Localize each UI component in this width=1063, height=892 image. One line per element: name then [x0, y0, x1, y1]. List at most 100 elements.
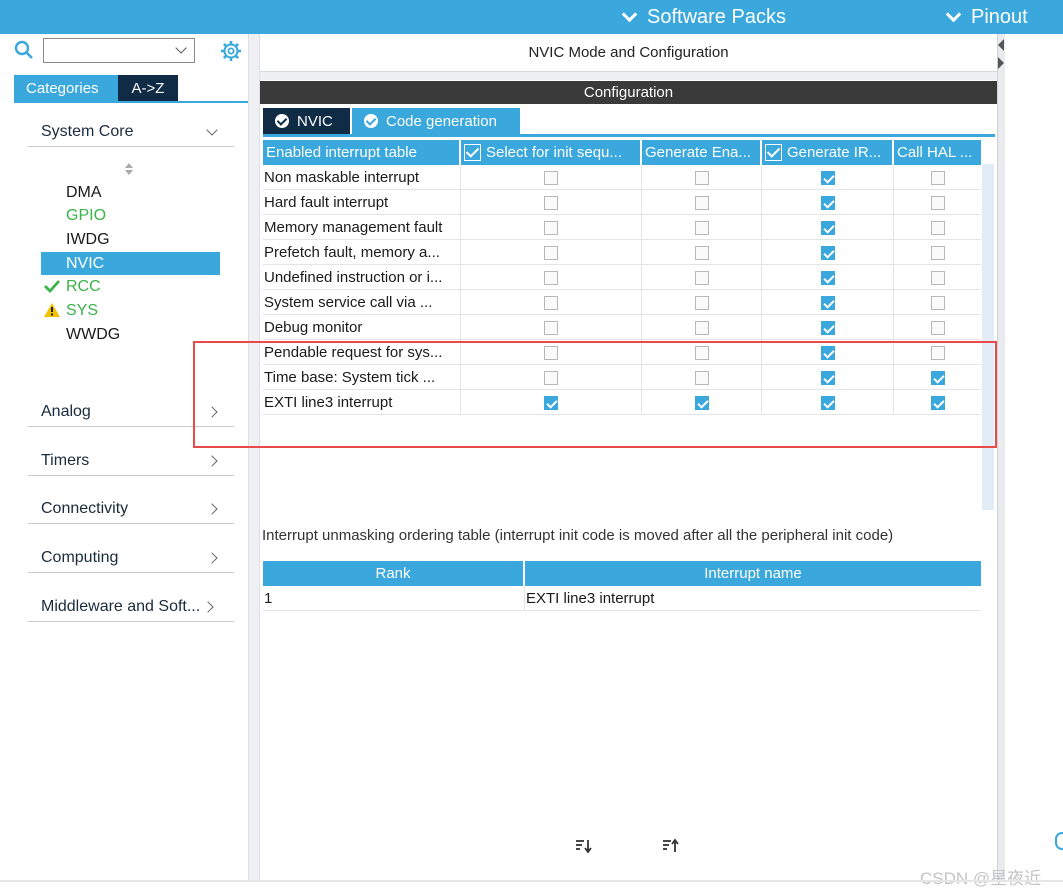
- checkbox-cell: [762, 215, 894, 240]
- select-init-sequence-checkbox[interactable]: [544, 320, 558, 335]
- select-init-sequence-checkbox[interactable]: [544, 270, 558, 285]
- call-hal-checkbox[interactable]: [930, 395, 945, 410]
- select-init-sequence-checkbox[interactable]: [544, 295, 558, 310]
- table-row[interactable]: 1 EXTI line3 interrupt: [263, 586, 981, 611]
- tab-categories[interactable]: Categories: [14, 75, 118, 101]
- table-row[interactable]: Debug monitor: [263, 315, 981, 340]
- generate-irq-checkbox[interactable]: [820, 170, 835, 185]
- generate-irq-checkbox[interactable]: [820, 320, 835, 335]
- category-middleware[interactable]: Middleware and Soft...: [28, 592, 234, 622]
- call-hal-checkbox[interactable]: [930, 295, 945, 310]
- call-hal-checkbox[interactable]: [930, 195, 945, 210]
- category-timers[interactable]: Timers: [28, 446, 234, 476]
- search-icon[interactable]: [14, 40, 34, 60]
- generate-irq-checkbox[interactable]: [820, 245, 835, 260]
- generate-enable-checkbox[interactable]: [694, 295, 709, 310]
- sort-ascending-icon[interactable]: [662, 838, 680, 854]
- select-init-sequence-checkbox[interactable]: [544, 370, 558, 385]
- generate-enable-checkbox[interactable]: [694, 220, 709, 235]
- generate-enable-checkbox[interactable]: [694, 195, 709, 210]
- generate-enable-checkbox[interactable]: [694, 345, 709, 360]
- column-header-select-init-sequence[interactable]: Select for init sequ...: [461, 140, 642, 165]
- call-hal-checkbox[interactable]: [930, 320, 945, 335]
- expand-arrow-icon[interactable]: [997, 56, 1005, 70]
- generate-enable-checkbox[interactable]: [694, 245, 709, 260]
- column-header-interrupt-name[interactable]: Interrupt name: [525, 561, 981, 586]
- pinout-label: Pinout: [971, 5, 1028, 28]
- table-row[interactable]: Prefetch fault, memory a...: [263, 240, 981, 265]
- select-init-sequence-checkbox[interactable]: [544, 345, 558, 360]
- title-divider: [260, 72, 997, 80]
- tab-code-generation[interactable]: Code generation: [352, 108, 520, 134]
- search-combo-box[interactable]: [43, 38, 195, 63]
- column-header-rank[interactable]: Rank: [263, 561, 525, 586]
- generate-enable-checkbox[interactable]: [694, 270, 709, 285]
- select-init-sequence-checkbox[interactable]: [544, 195, 558, 210]
- panel-splitter[interactable]: [248, 34, 260, 880]
- select-all-checkbox[interactable]: [765, 144, 782, 161]
- column-header-generate-irq[interactable]: Generate IR...: [762, 140, 894, 165]
- call-hal-checkbox[interactable]: [930, 245, 945, 260]
- peripheral-iwdg[interactable]: IWDG: [41, 228, 220, 251]
- select-init-sequence-checkbox[interactable]: [544, 245, 558, 260]
- call-hal-checkbox[interactable]: [930, 345, 945, 360]
- sort-descending-icon[interactable]: [575, 838, 593, 854]
- gear-icon[interactable]: [220, 40, 242, 62]
- generate-irq-checkbox[interactable]: [820, 370, 835, 385]
- generate-irq-checkbox[interactable]: [820, 395, 835, 410]
- chevron-down-icon[interactable]: [175, 42, 187, 54]
- table-row[interactable]: Pendable request for sys...: [263, 340, 981, 365]
- category-system-core[interactable]: System Core: [28, 117, 234, 147]
- peripheral-rcc[interactable]: RCC: [41, 275, 220, 298]
- call-hal-checkbox[interactable]: [930, 220, 945, 235]
- generate-enable-checkbox[interactable]: [694, 370, 709, 385]
- table-row[interactable]: EXTI line3 interrupt: [263, 390, 981, 415]
- peripheral-dma[interactable]: DMA: [41, 181, 220, 204]
- select-all-checkbox[interactable]: [464, 144, 481, 161]
- call-hal-checkbox[interactable]: [930, 170, 945, 185]
- category-analog[interactable]: Analog: [28, 397, 234, 427]
- select-init-sequence-checkbox[interactable]: [544, 220, 558, 235]
- search-input[interactable]: [44, 39, 164, 62]
- table-scrollbar[interactable]: [982, 164, 994, 510]
- peripheral-nvic[interactable]: NVIC: [41, 252, 220, 275]
- peripheral-label: GPIO: [66, 206, 107, 224]
- peripheral-wwdg[interactable]: WWDG: [41, 323, 220, 346]
- tab-a-z[interactable]: A->Z: [118, 75, 178, 101]
- call-hal-checkbox[interactable]: [930, 370, 945, 385]
- generate-irq-checkbox[interactable]: [820, 195, 835, 210]
- generate-irq-checkbox[interactable]: [820, 270, 835, 285]
- peripheral-gpio[interactable]: GPIO: [41, 204, 220, 227]
- column-header-generate-enable[interactable]: Generate Ena...: [642, 140, 762, 165]
- sort-icon[interactable]: [124, 162, 134, 176]
- generate-irq-checkbox[interactable]: [820, 220, 835, 235]
- table-row[interactable]: Hard fault interrupt: [263, 190, 981, 215]
- generate-enable-checkbox[interactable]: [694, 395, 709, 410]
- select-init-sequence-checkbox[interactable]: [544, 395, 558, 410]
- help-icon[interactable]: [1055, 832, 1063, 850]
- select-init-sequence-checkbox[interactable]: [544, 170, 558, 185]
- column-header-call-hal[interactable]: Call HAL ...: [894, 140, 981, 165]
- table-row[interactable]: Non maskable interrupt: [263, 165, 981, 190]
- peripheral-sys[interactable]: SYS: [41, 299, 220, 322]
- generate-enable-checkbox[interactable]: [694, 170, 709, 185]
- pinout-menu[interactable]: Pinout: [945, 0, 1028, 34]
- generate-enable-checkbox[interactable]: [694, 320, 709, 335]
- generate-irq-checkbox[interactable]: [820, 295, 835, 310]
- category-computing[interactable]: Computing: [28, 543, 234, 573]
- generate-irq-checkbox[interactable]: [820, 345, 835, 360]
- call-hal-checkbox[interactable]: [930, 270, 945, 285]
- table-row[interactable]: Undefined instruction or i...: [263, 265, 981, 290]
- software-packs-label: Software Packs: [647, 5, 786, 28]
- table-row[interactable]: Time base: System tick ...: [263, 365, 981, 390]
- column-header-enabled-interrupt[interactable]: Enabled interrupt table: [263, 140, 461, 165]
- rank-cell: 1: [263, 586, 525, 611]
- table-row[interactable]: Memory management fault: [263, 215, 981, 240]
- collapse-arrow-icon[interactable]: [997, 38, 1005, 52]
- warning-icon: [44, 303, 60, 317]
- table-row[interactable]: System service call via ...: [263, 290, 981, 315]
- category-connectivity[interactable]: Connectivity: [28, 494, 234, 524]
- tab-nvic[interactable]: NVIC: [263, 108, 350, 134]
- right-collapse-strip[interactable]: [997, 34, 1005, 880]
- software-packs-menu[interactable]: Software Packs: [621, 0, 786, 34]
